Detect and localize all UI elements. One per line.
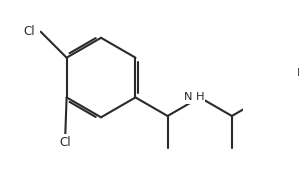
Text: H: H	[196, 93, 204, 102]
Text: N: N	[184, 93, 193, 102]
Text: N: N	[297, 68, 299, 78]
Text: Cl: Cl	[23, 25, 35, 38]
Text: Cl: Cl	[60, 136, 71, 149]
